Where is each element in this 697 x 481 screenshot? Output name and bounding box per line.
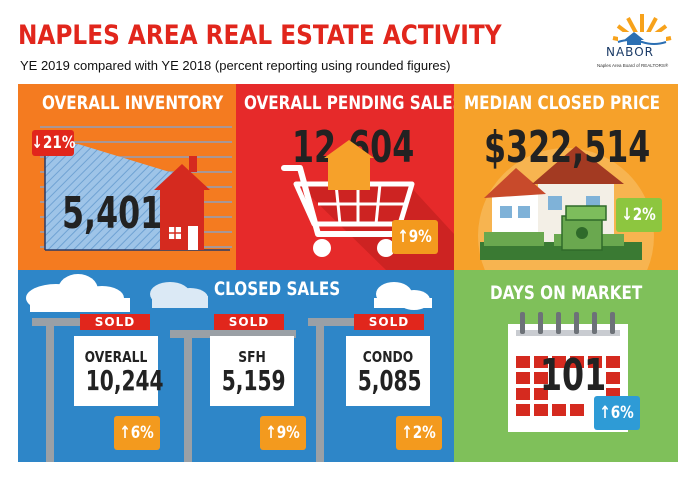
median-title: MEDIAN CLOSED PRICE [464,92,661,114]
nabor-logo-icon [612,14,672,46]
inventory-value: 5,401 [62,188,163,239]
dom-value: 101 [540,350,607,401]
sold-sign-overall: SOLD [80,314,150,330]
up-arrow-icon: ↑ [119,423,132,443]
condo-change-badge: ↑2% [396,416,442,450]
sign-card-sfh: SFH 5,159 [210,336,294,406]
median-value: $322,514 [484,122,651,173]
dom-title: DAYS ON MARKET [490,282,643,304]
median-panel: MEDIAN CLOSED PRICE $322,514 ↓2% [454,84,678,270]
shopping-cart-icon [281,140,454,270]
up-arrow-icon: ↑ [265,423,278,443]
sold-sign-condo: SOLD [354,314,424,330]
sign-value-condo: 5,085 [357,364,422,397]
bar-chart-house-illustration-icon [40,126,232,251]
up-arrow-icon: ↑ [397,227,410,247]
overall-change-badge: ↑6% [114,416,160,450]
down-arrow-icon: ↓ [621,205,634,225]
sign-label-condo: CONDO [362,348,414,366]
up-arrow-icon: ↑ [401,423,414,443]
inventory-change-badge: ↓21% [31,130,75,156]
dom-panel: DAYS ON MARKET 101 ↑6% [454,270,678,462]
sign-label-sfh: SFH [238,348,266,366]
sign-value-sfh: 5,159 [221,364,286,397]
inventory-title: OVERALL INVENTORY [42,92,224,114]
logo-subtext: Naples Area Board of REALTORS® [597,63,669,68]
house-money-illustration-icon [478,146,654,270]
sign-label-overall: OVERALL [84,348,148,366]
header: NAPLES AREA REAL ESTATE ACTIVITY YE 2019… [0,0,697,84]
median-change-badge: ↓2% [616,198,662,232]
sign-card-condo: CONDO 5,085 [346,336,430,406]
sfh-change-badge: ↑9% [260,416,306,450]
pending-change-badge: ↑9% [392,220,438,254]
up-arrow-icon: ↑ [599,403,612,423]
logo-wordmark: NABOR [606,45,654,59]
pending-panel: OVERALL PENDING SALES 12,604 ↑9% [236,84,454,270]
dom-change-badge: ↑6% [594,396,640,430]
sign-card-overall: OVERALL 10,244 [74,336,164,406]
closed-sales-title: CLOSED SALES [214,278,341,300]
closed-sales-panel: CLOSED SALES SOLD OVERALL 10,244 ↑6% SOL… [18,270,454,462]
down-arrow-icon: ↓ [31,133,43,153]
page-title: NAPLES AREA REAL ESTATE ACTIVITY [18,20,502,51]
calendar-icon [508,312,628,432]
inventory-panel: OVERALL INVENTORY [18,84,236,270]
pending-title: OVERALL PENDING SALES [244,92,454,114]
sign-value-overall: 10,244 [85,364,164,397]
page-subtitle: YE 2019 compared with YE 2018 (percent r… [20,58,451,73]
sold-sign-sfh: SOLD [214,314,284,330]
